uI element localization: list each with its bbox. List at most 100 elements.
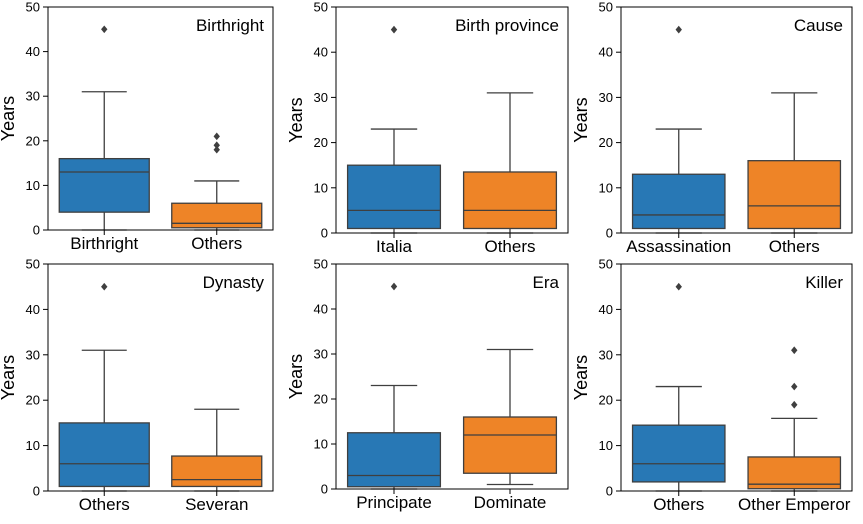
box-1 <box>631 25 726 234</box>
panel-5: 0 10 20 30 40 50 Years Principate Dominate Era <box>286 257 569 512</box>
outlier-point <box>213 145 220 154</box>
y-tick-label: 20 <box>26 393 40 408</box>
outlier-point <box>791 346 798 355</box>
y-tick-label: 40 <box>599 302 613 317</box>
box-1 <box>58 25 150 231</box>
y-tick-label: 20 <box>26 133 40 148</box>
x-category-label: Principate <box>356 493 432 512</box>
x-category-label: Others <box>653 495 704 514</box>
x-category-label: Assassination <box>626 237 731 256</box>
outlier-point <box>101 282 108 291</box>
box-iqr <box>171 202 263 229</box>
y-tick-label: 0 <box>33 484 40 499</box>
y-tick-label: 10 <box>314 180 328 195</box>
panel-title: Era <box>533 273 560 292</box>
y-axis-title: Years <box>0 96 18 141</box>
y-axis-title: Years <box>286 354 306 399</box>
box-iqr <box>631 424 726 483</box>
panel-title: Birthright <box>196 16 264 35</box>
y-axis-title: Years <box>571 97 591 142</box>
box-2 <box>462 92 558 234</box>
outlier-point <box>213 132 220 141</box>
y-tick-label: 10 <box>26 438 40 453</box>
plot-frame <box>335 6 569 234</box>
plot-frame <box>47 263 274 492</box>
panel-title: Birth province <box>455 16 559 35</box>
box-iqr <box>346 432 442 488</box>
panel-title: Dynasty <box>203 273 265 292</box>
panel-2: 0 10 20 30 40 50 Years Italia Others Birth provin… <box>286 0 569 256</box>
outlier-point <box>675 25 682 34</box>
outlier-point <box>390 25 398 34</box>
box-iqr <box>747 160 842 230</box>
y-tick-label: 20 <box>314 392 328 407</box>
outlier-point <box>675 282 682 291</box>
x-category-label: Others <box>191 234 242 253</box>
plot-frame <box>620 6 853 234</box>
y-tick-label: 0 <box>321 226 328 241</box>
y-tick-label: 20 <box>599 135 613 150</box>
y-tick-label: 50 <box>314 257 328 272</box>
y-tick-label: 10 <box>314 437 328 452</box>
box-1 <box>346 282 442 490</box>
y-tick-label: 30 <box>599 90 613 105</box>
y-tick-label: 0 <box>606 226 613 241</box>
y-tick-label: 40 <box>26 44 40 59</box>
y-tick-label: 40 <box>314 302 328 317</box>
panel-title: Cause <box>794 16 843 35</box>
panel-6: 0 10 20 30 40 50 Years Others Other Emperor Kille… <box>571 257 853 514</box>
outlier-point <box>390 282 398 291</box>
outlier-point <box>213 141 220 150</box>
y-tick-label: 50 <box>599 0 613 15</box>
y-tick-label: 50 <box>599 257 613 272</box>
outlier-point <box>791 400 798 409</box>
y-tick-label: 30 <box>599 347 613 362</box>
panel-3: 0 10 20 30 40 50 Years Assassination Others Cause <box>571 0 853 256</box>
plot-frame <box>620 263 853 492</box>
x-category-label: Dominate <box>474 493 547 512</box>
y-tick-label: 0 <box>321 482 328 497</box>
y-axis-title: Years <box>286 97 306 142</box>
y-tick-label: 10 <box>599 180 613 195</box>
x-category-label: Others <box>484 237 535 256</box>
y-tick-label: 40 <box>599 45 613 60</box>
y-tick-label: 0 <box>606 484 613 499</box>
box-iqr <box>171 455 263 488</box>
outlier-point <box>791 382 798 391</box>
x-category-label: Others <box>769 237 820 256</box>
y-axis-title: Years <box>571 355 591 400</box>
y-tick-label: 10 <box>26 178 40 193</box>
y-tick-label: 40 <box>26 302 40 317</box>
box-iqr <box>462 416 558 474</box>
y-tick-label: 50 <box>26 257 40 272</box>
box-iqr <box>747 456 842 490</box>
plot-frame <box>335 263 569 490</box>
box-iqr <box>462 171 558 230</box>
y-tick-label: 30 <box>314 90 328 105</box>
panel-title: Killer <box>805 273 843 292</box>
y-tick-label: 30 <box>314 347 328 362</box>
y-tick-label: 30 <box>26 347 40 362</box>
y-tick-label: 20 <box>599 393 613 408</box>
box-iqr <box>346 164 442 230</box>
box-2 <box>171 132 263 231</box>
panel-1: 0 10 20 30 40 50 Years Birthright Others Birthrig… <box>0 0 274 253</box>
x-category-label: Other Emperor <box>738 495 851 514</box>
x-category-label: Birthright <box>70 234 138 253</box>
x-category-label: Severan <box>185 495 248 514</box>
y-tick-label: 20 <box>314 135 328 150</box>
box-1 <box>631 282 726 492</box>
box-iqr <box>631 173 726 230</box>
plot-frame <box>47 6 274 231</box>
y-tick-label: 40 <box>314 45 328 60</box>
box-2 <box>462 348 558 486</box>
box-2 <box>171 408 263 492</box>
box-iqr <box>58 422 150 488</box>
box-2 <box>747 346 842 492</box>
box-2 <box>747 92 842 234</box>
y-tick-label: 10 <box>599 438 613 453</box>
box-1 <box>346 25 442 234</box>
y-tick-label: 50 <box>314 0 328 15</box>
box-1 <box>58 282 150 492</box>
